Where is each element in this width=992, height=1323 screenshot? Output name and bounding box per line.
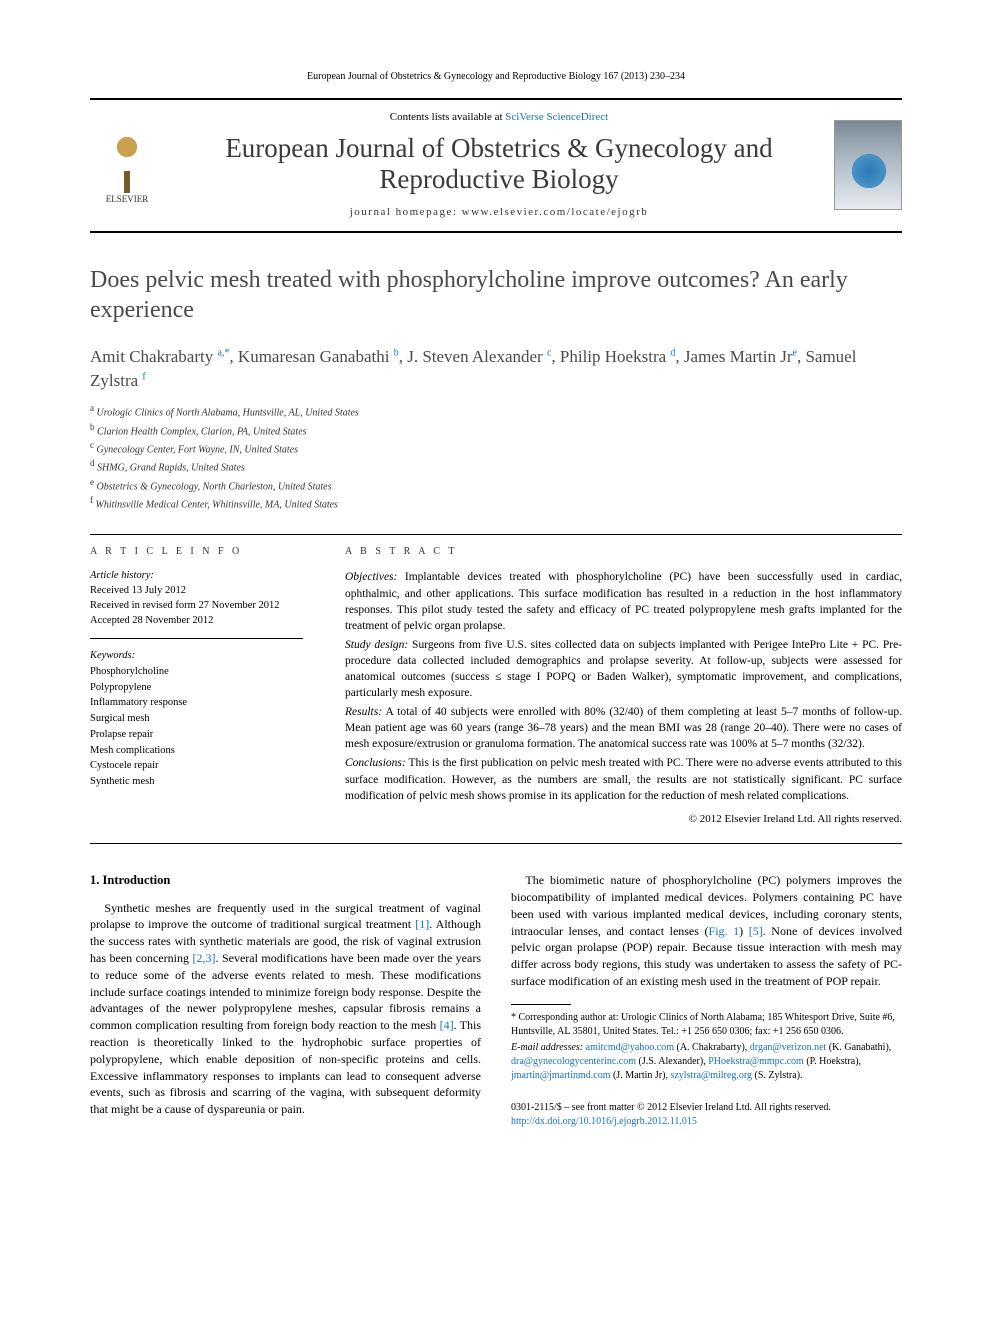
journal-masthead: ELSEVIER Contents lists available at Sci… <box>90 98 902 233</box>
elsevier-tree-icon <box>97 133 157 193</box>
running-head: European Journal of Obstetrics & Gynecol… <box>90 70 902 84</box>
email-link[interactable]: dra@gynecologycenterinc.com <box>511 1056 636 1067</box>
affiliation-line: c Gynecology Center, Fort Wayne, IN, Uni… <box>90 439 902 457</box>
email-link[interactable]: PHoekstra@mmpc.com <box>708 1056 804 1067</box>
email-link[interactable]: jmartin@jmartinmd.com <box>511 1070 610 1081</box>
history-line: Received in revised form 27 November 201… <box>90 599 303 614</box>
abstract-section-label: Conclusions: <box>345 757 406 769</box>
citation-link[interactable]: [5] <box>749 924 763 938</box>
figure-link[interactable]: Fig. 1 <box>709 924 740 938</box>
section-heading-intro: 1. Introduction <box>90 872 481 890</box>
issn-line: 0301-2115/$ – see front matter © 2012 El… <box>511 1101 902 1115</box>
affiliation-line: a Urologic Clinics of North Alabama, Hun… <box>90 402 902 420</box>
history-line: Accepted 28 November 2012 <box>90 614 303 629</box>
body-paragraph: The biomimetic nature of phosphorylcholi… <box>511 872 902 990</box>
journal-name: European Journal of Obstetrics & Gynecol… <box>182 133 816 195</box>
abstract-section-label: Results: <box>345 706 382 718</box>
abstract-section: Results: A total of 40 subjects were enr… <box>345 704 902 752</box>
email-link[interactable]: szylstra@milreg.org <box>670 1070 752 1081</box>
affiliation-line: b Clarion Health Complex, Clarion, PA, U… <box>90 421 902 439</box>
citation-link[interactable]: [4] <box>440 1018 454 1032</box>
history-line: Received 13 July 2012 <box>90 584 303 599</box>
keyword: Prolapse repair <box>90 727 303 743</box>
author-list: Amit Chakrabarty a,*, Kumaresan Ganabath… <box>90 345 902 393</box>
corresponding-author-footnote: * Corresponding author at: Urologic Clin… <box>511 1011 902 1039</box>
keyword: Phosphorylcholine <box>90 664 303 680</box>
body-paragraph: Synthetic meshes are frequently used in … <box>90 900 481 1118</box>
elsevier-logo: ELSEVIER <box>90 125 164 205</box>
abstract-section: Study design: Surgeons from five U.S. si… <box>345 637 902 701</box>
keyword: Surgical mesh <box>90 711 303 727</box>
affiliation-line: e Obstetrics & Gynecology, North Charles… <box>90 476 902 494</box>
article-body: 1. Introduction Synthetic meshes are fre… <box>90 872 902 1129</box>
affiliations: a Urologic Clinics of North Alabama, Hun… <box>90 402 902 512</box>
sciencedirect-link[interactable]: SciVerse ScienceDirect <box>505 111 608 123</box>
footer-block: 0301-2115/$ – see front matter © 2012 El… <box>511 1101 902 1129</box>
keyword: Polypropylene <box>90 680 303 696</box>
keywords-label: Keywords: <box>90 649 303 664</box>
article-info-heading: A R T I C L E I N F O <box>90 545 303 559</box>
abstract-section-label: Study design: <box>345 639 408 651</box>
publisher-label: ELSEVIER <box>106 193 149 206</box>
keyword: Cystocele repair <box>90 758 303 774</box>
abstract-heading: A B S T R A C T <box>345 545 902 559</box>
contents-prefix: Contents lists available at <box>390 111 505 123</box>
abstract: A B S T R A C T Objectives: Implantable … <box>345 535 902 843</box>
abstract-section: Objectives: Implantable devices treated … <box>345 569 902 633</box>
email-footnote: E-mail addresses: amitcmd@yahoo.com (A. … <box>511 1041 902 1083</box>
footnote-rule <box>511 1004 571 1005</box>
affiliation-line: f Whitinsville Medical Center, Whitinsvi… <box>90 494 902 512</box>
email-link[interactable]: amitcmd@yahoo.com <box>586 1042 674 1053</box>
abstract-copyright: © 2012 Elsevier Ireland Ltd. All rights … <box>345 812 902 827</box>
journal-cover-thumbnail <box>834 120 902 210</box>
abstract-section-label: Objectives: <box>345 571 397 583</box>
article-title: Does pelvic mesh treated with phosphoryl… <box>90 265 902 325</box>
affiliation-line: d SHMG, Grand Rapids, United States <box>90 457 902 475</box>
abstract-section: Conclusions: This is the first publicati… <box>345 755 902 803</box>
citation-link[interactable]: [2,3] <box>192 951 215 965</box>
journal-homepage: journal homepage: www.elsevier.com/locat… <box>182 205 816 220</box>
keyword: Mesh complications <box>90 743 303 759</box>
citation-link[interactable]: [1] <box>415 917 429 931</box>
article-info-sidebar: A R T I C L E I N F O Article history: R… <box>90 535 315 843</box>
doi-link[interactable]: http://dx.doi.org/10.1016/j.ejogrb.2012.… <box>511 1116 697 1127</box>
email-link[interactable]: drgan@verizon.net <box>750 1042 827 1053</box>
keyword: Synthetic mesh <box>90 774 303 790</box>
history-label: Article history: <box>90 569 303 584</box>
contents-available-line: Contents lists available at SciVerse Sci… <box>182 110 816 125</box>
keyword: Inflammatory response <box>90 695 303 711</box>
